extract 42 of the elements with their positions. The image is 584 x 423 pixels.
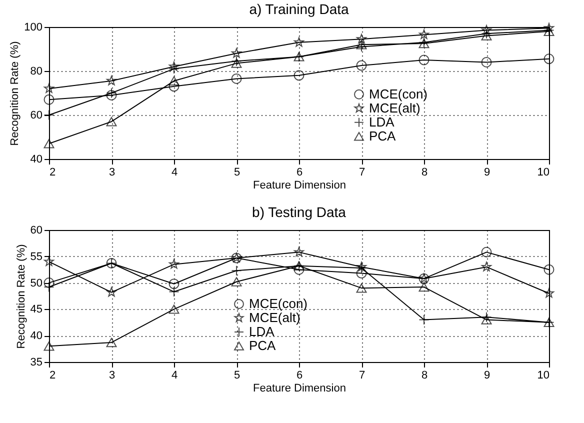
legend-label: MCE(con) xyxy=(249,296,308,311)
legend-label: PCA xyxy=(369,128,396,144)
x-axis-title: Feature Dimension xyxy=(253,382,346,394)
y-axis-title: Recognition Rate (%) xyxy=(9,41,22,146)
x-tick-label: 7 xyxy=(358,166,366,178)
y-tick-label: 80 xyxy=(30,66,42,78)
x-axis-title: Feature Dimension xyxy=(253,180,346,192)
y-axis-title: Recognition Rate (%) xyxy=(15,244,28,349)
x-tick-label: 9 xyxy=(484,370,490,382)
legend-label: MCE(alt) xyxy=(369,100,420,116)
x-tick-label: 2 xyxy=(50,370,56,382)
y-tick-label: 50 xyxy=(30,277,42,290)
x-tick-label: 6 xyxy=(296,166,303,178)
x-tick-label: 5 xyxy=(234,166,240,178)
y-tick-label: 60 xyxy=(30,110,42,122)
x-tick-label: 8 xyxy=(421,166,428,178)
chart-title: a) Training Data xyxy=(249,1,350,17)
x-tick-label: 5 xyxy=(234,370,240,382)
x-tick-label: 4 xyxy=(171,166,178,178)
x-tick-label: 3 xyxy=(108,370,116,382)
x-tick-label: 4 xyxy=(171,370,178,382)
x-tick-label: 10 xyxy=(537,166,550,178)
x-tick-label: 8 xyxy=(421,370,428,382)
x-tick-label: 6 xyxy=(296,370,303,382)
x-tick-label: 9 xyxy=(484,166,490,178)
y-tick-label: 45 xyxy=(30,304,42,316)
x-tick-label: 10 xyxy=(537,370,550,382)
legend-label: MCE(con) xyxy=(369,86,428,102)
legend-label: LDA xyxy=(249,324,275,339)
x-tick-label: 2 xyxy=(50,166,56,178)
y-tick-label: 60 xyxy=(30,224,42,236)
legend-label: MCE(alt) xyxy=(249,310,300,325)
legend-label: PCA xyxy=(249,338,276,353)
y-tick-label: 40 xyxy=(30,330,42,342)
y-tick-label: 40 xyxy=(30,154,42,166)
x-tick-label: 7 xyxy=(358,370,366,382)
x-tick-label: 3 xyxy=(108,166,116,178)
y-tick-label: 55 xyxy=(30,250,42,263)
y-tick-label: 100 xyxy=(24,22,42,34)
y-tick-label: 35 xyxy=(30,356,42,368)
legend-label: LDA xyxy=(369,114,395,130)
chart-title: b) Testing Data xyxy=(252,204,346,220)
